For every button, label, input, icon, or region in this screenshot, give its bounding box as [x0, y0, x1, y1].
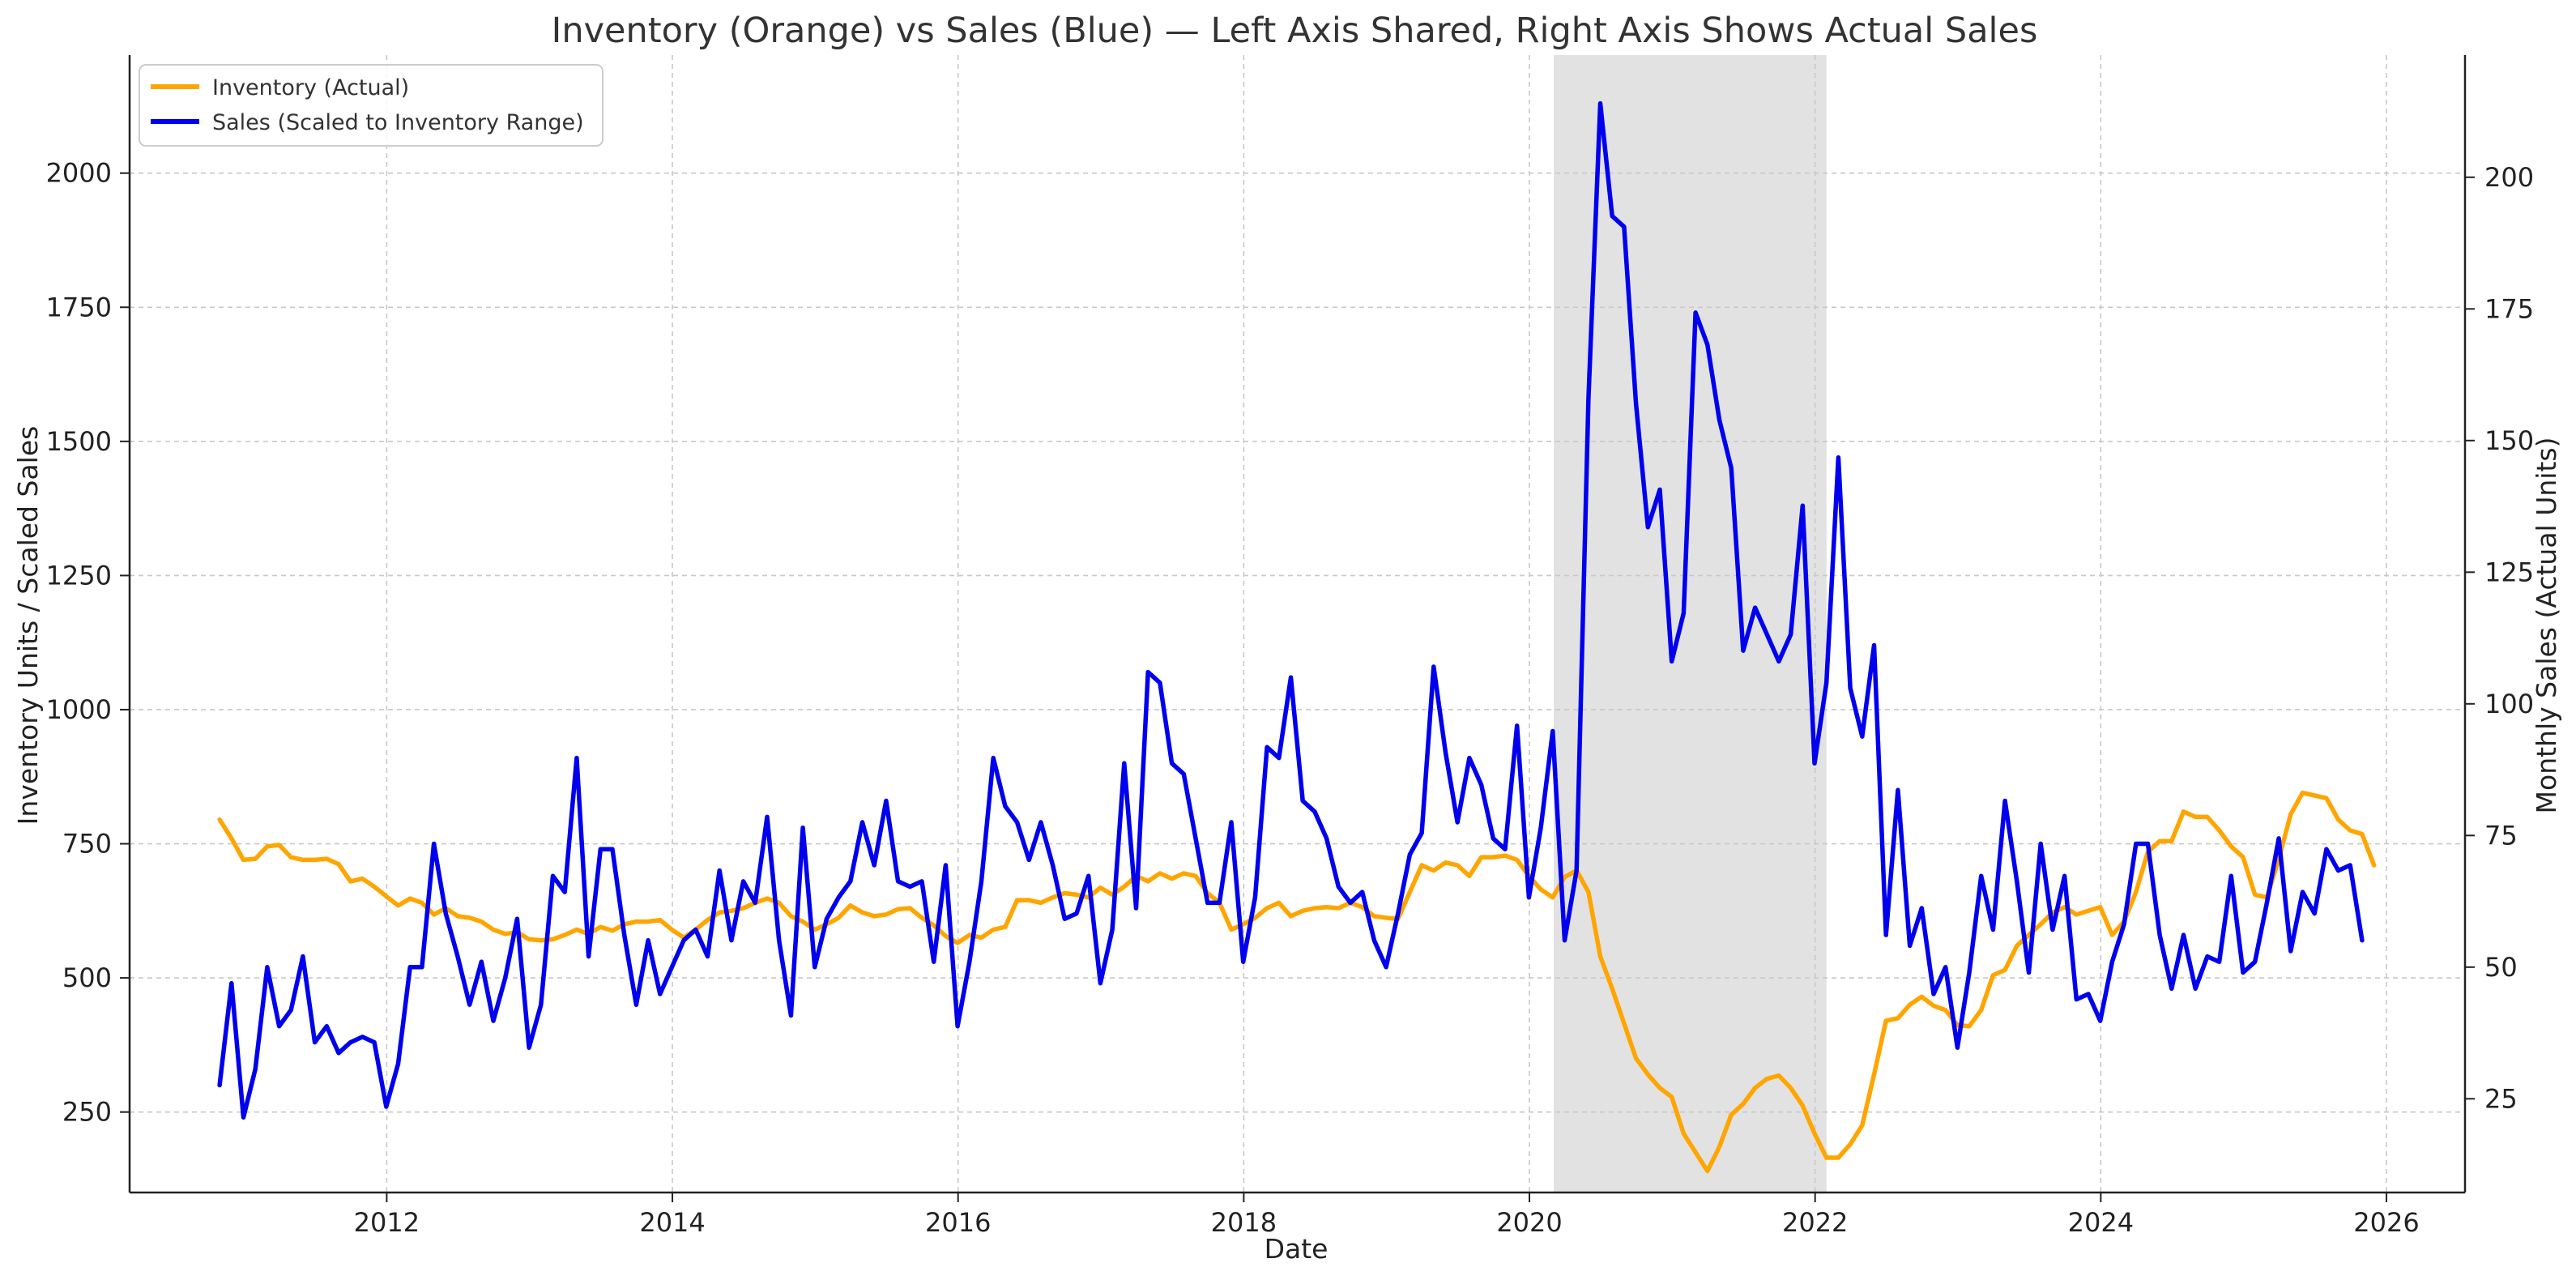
y-tick-label-1000: 1000	[46, 694, 112, 725]
x-axis-title: Date	[1265, 1233, 1329, 1265]
chart-title: Inventory (Orange) vs Sales (Blue) — Lef…	[552, 11, 2038, 51]
y-tick-label-750: 750	[62, 829, 112, 860]
x-tick-label-2026: 2026	[2353, 1207, 2419, 1238]
y-tick-label-1250: 1250	[46, 560, 112, 591]
x-tick-label-2016: 2016	[925, 1207, 991, 1238]
y2-tick-label-25: 25	[2484, 1083, 2518, 1114]
legend-label-inventory: Inventory (Actual)	[212, 75, 409, 100]
legend: Inventory (Actual) Sales (Scaled to Inve…	[139, 64, 603, 147]
y2-tick-label-175: 175	[2484, 293, 2534, 324]
y2-tick-label-100: 100	[2484, 689, 2534, 719]
y2-tick-label-75: 75	[2484, 820, 2518, 851]
x-tick-label-2020: 2020	[1496, 1207, 1562, 1238]
y2-tick-label-125: 125	[2484, 557, 2534, 587]
y-tick-label-500: 500	[62, 962, 112, 993]
x-tick-label-2018: 2018	[1211, 1207, 1277, 1238]
y-tick-label-2000: 2000	[46, 158, 112, 189]
y2-tick-label-200: 200	[2484, 162, 2534, 193]
inventory-series-line	[217, 790, 2377, 1174]
shaded-region	[1554, 55, 1827, 1193]
legend-label-sales: Sales (Scaled to Inventory Range)	[212, 110, 584, 135]
y-tick-label-1500: 1500	[46, 426, 112, 457]
sales-series-points	[220, 104, 2362, 1118]
x-tick-label-2022: 2022	[1782, 1207, 1848, 1238]
y-axis-title: Inventory Units / Scaled Sales	[12, 426, 44, 826]
x-tick-label-2014: 2014	[639, 1207, 705, 1238]
y-tick-label-250: 250	[62, 1097, 112, 1128]
legend-box	[139, 64, 603, 147]
y2-tick-label-150: 150	[2484, 425, 2534, 456]
sales-series-line	[217, 100, 2365, 1120]
y2-axis-title: Monthly Sales (Actual Units)	[2531, 437, 2562, 814]
x-tick-label-2024: 2024	[2068, 1207, 2134, 1238]
y2-tick-label-50: 50	[2484, 952, 2518, 983]
y-tick-label-1750: 1750	[46, 292, 112, 322]
x-tick-label-2012: 2012	[354, 1207, 420, 1238]
